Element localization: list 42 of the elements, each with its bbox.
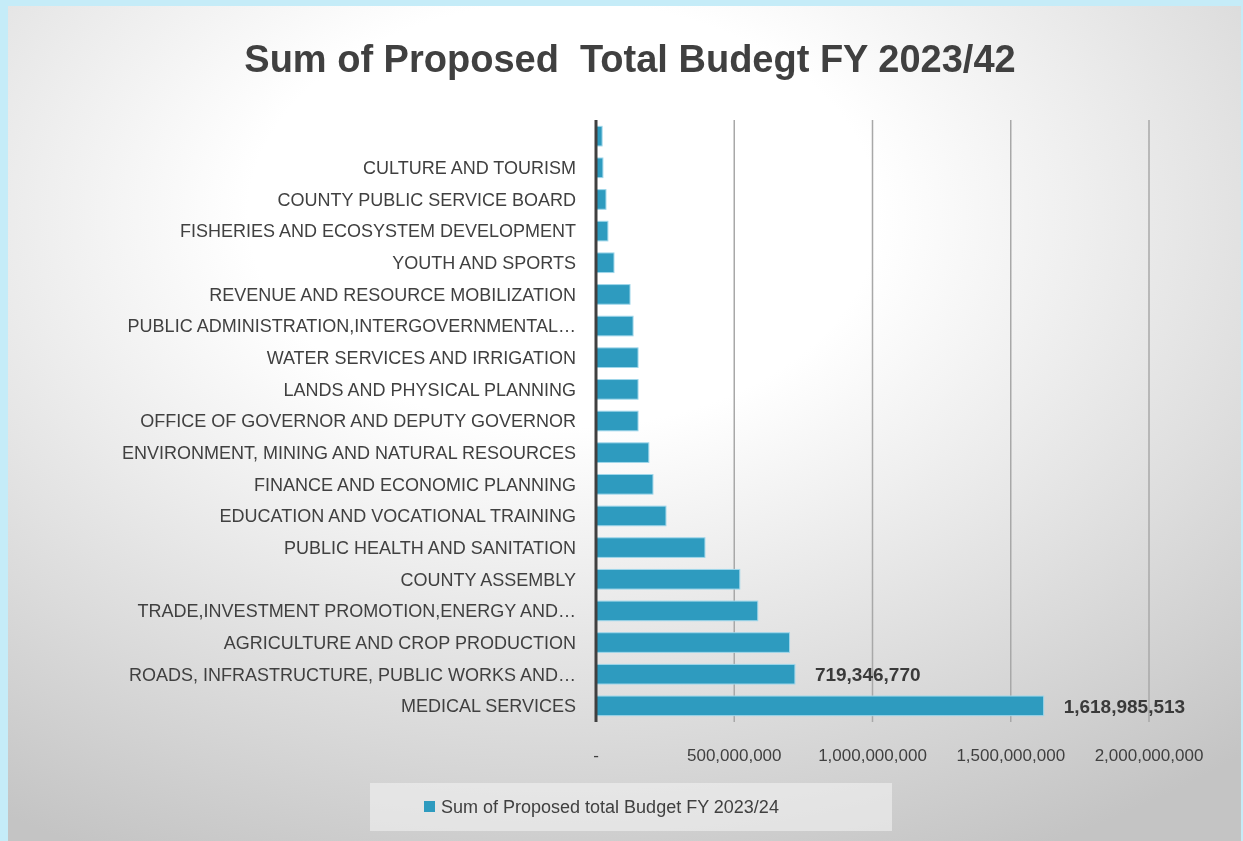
- x-tick-label: 500,000,000: [686, 745, 782, 765]
- bar: [595, 252, 615, 274]
- y-tick-label: EDUCATION AND VOCATIONAL TRAINING: [219, 506, 576, 527]
- y-tick-label: LANDS AND PHYSICAL PLANNING: [283, 379, 576, 400]
- y-tick-label: ENVIRONMENT, MINING AND NATURAL RESOURCES: [121, 442, 576, 463]
- bar: [595, 315, 634, 337]
- y-tick-label: AGRICULTURE AND CROP PRODUCTION: [223, 632, 576, 653]
- x-tick-label: -: [593, 745, 599, 765]
- y-tick-label: COUNTY PUBLIC SERVICE BOARD: [277, 189, 576, 210]
- bar: [595, 473, 654, 495]
- bar: [595, 600, 759, 622]
- bar: [595, 632, 791, 653]
- bar: [595, 284, 631, 305]
- y-tick-label: MEDICAL SERVICES: [400, 696, 576, 717]
- y-tick-label: PUBLIC ADMINISTRATION,INTERGOVERNMENTAL…: [127, 316, 576, 337]
- data-label: 719,346,770: [814, 663, 921, 685]
- y-tick-label: CULTURE AND TOURISM: [362, 158, 576, 179]
- bar: [595, 568, 741, 590]
- y-tick-label: OFFICE OF GOVERNOR AND DEPUTY GOVERNOR: [140, 411, 576, 432]
- y-tick-label: TRADE,INVESTMENT PROMOTION,ENERGY AND…: [137, 601, 576, 622]
- bar: [595, 505, 667, 527]
- y-tick-label: FINANCE AND ECONOMIC PLANNING: [253, 474, 576, 495]
- data-label: 1,618,985,513: [1063, 695, 1186, 717]
- y-tick-label: REVENUE AND RESOURCE MOBILIZATION: [209, 284, 576, 305]
- bar: [595, 410, 639, 432]
- bar: [595, 663, 796, 685]
- y-tick-label: YOUTH AND SPORTS: [392, 253, 576, 274]
- chart-title: Sum of Proposed Total Budegt FY 2023/42: [244, 38, 1016, 80]
- y-tick-label: COUNTY ASSEMBLY: [400, 569, 576, 590]
- y-tick-label: WATER SERVICES AND IRRIGATION: [266, 348, 576, 368]
- bar: [595, 347, 639, 369]
- bar: [595, 537, 706, 558]
- y-tick-label: ROADS, INFRASTRUCTURE, PUBLIC WORKS AND…: [128, 664, 576, 685]
- bar: [595, 442, 650, 463]
- bar: [595, 379, 639, 400]
- legend-label: Sum of Proposed total Budget FY 2023/24: [441, 797, 779, 818]
- bar: [595, 695, 1045, 717]
- x-tick-label: 2,000,000,000: [1094, 745, 1204, 765]
- y-tick-label: FISHERIES AND ECOSYSTEM DEVELOPMENT: [179, 221, 576, 242]
- x-tick-label: 1,000,000,000: [818, 745, 927, 765]
- y-tick-label: PUBLIC HEALTH AND SANITATION: [283, 537, 576, 558]
- x-tick-label: 1,500,000,000: [956, 745, 1066, 765]
